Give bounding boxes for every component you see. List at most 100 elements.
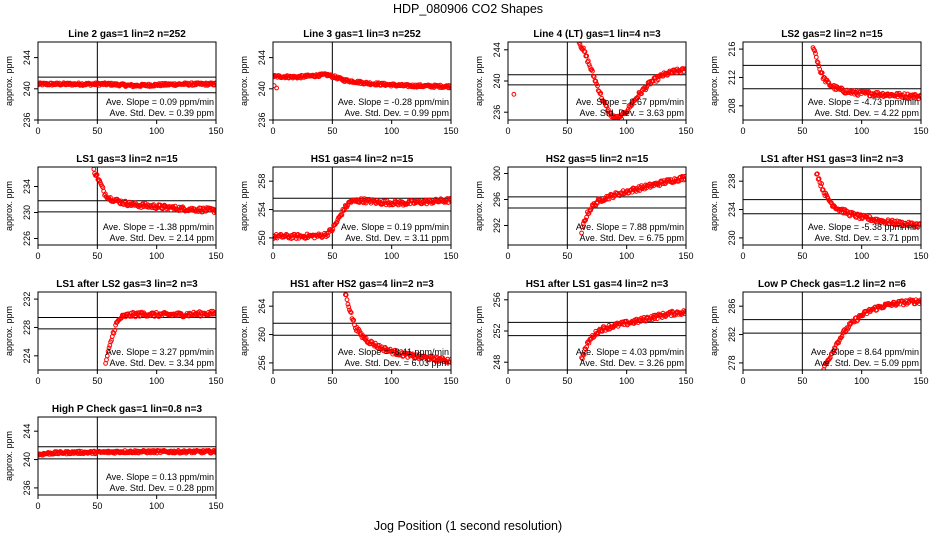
data-points <box>579 174 686 236</box>
data-points <box>810 45 921 102</box>
std-dev-annotation: Ave. Std. Dev. = 6.75 ppm <box>580 233 684 243</box>
data-point <box>836 340 841 346</box>
data-point <box>341 208 347 214</box>
x-tick-label: 150 <box>678 251 693 261</box>
y-tick-label: 208 <box>727 98 737 113</box>
data-point <box>93 173 99 178</box>
plot-frame <box>272 166 452 246</box>
data-point <box>274 85 280 91</box>
y-tick-label: 236 <box>22 112 32 127</box>
panel-title: HS2 gas=5 lin=2 n=15 <box>546 154 649 165</box>
plot-frame <box>742 41 922 121</box>
x-tick-label: 0 <box>270 376 275 386</box>
x-tick-label: 50 <box>562 376 572 386</box>
std-dev-annotation: Ave. Std. Dev. = 2.14 ppm <box>110 233 214 243</box>
y-tick-label: 230 <box>727 230 737 245</box>
panel-title: LS1 after HS1 gas=3 lin=2 n=3 <box>761 154 904 165</box>
x-tick-label: 50 <box>562 126 572 136</box>
slope-annotation: Ave. Slope = 0.67 ppm/min <box>576 97 684 107</box>
plot-frame <box>272 291 452 371</box>
data-point <box>348 310 354 316</box>
data-point <box>392 347 398 353</box>
x-tick-label: 100 <box>619 126 634 136</box>
std-dev-annotation: Ave. Std. Dev. = 3.71 ppm <box>815 233 919 243</box>
data-point <box>112 327 118 333</box>
data-point <box>606 196 612 202</box>
data-point <box>91 167 97 172</box>
chart-panel: Line 4 (LT) gas=1 lin=4 n=3 0 50 100 150 236 2… <box>474 29 694 136</box>
data-point <box>104 357 109 363</box>
slope-annotation: Ave. Slope = -4.73 ppm/min <box>808 97 919 107</box>
slope-annotation: Ave. Slope = -8.41 ppm/min <box>338 347 449 357</box>
chart-panel: LS1 gas=3 lin=2 n=15 0 50 100 150 226 230 234 ap… <box>4 154 224 261</box>
panel-title: High P Check gas=1 lin=0.8 n=3 <box>52 404 203 415</box>
x-tick-label: 100 <box>854 251 869 261</box>
data-point <box>580 356 585 362</box>
y-tick-label: 226 <box>22 231 32 246</box>
x-tick-label: 100 <box>384 126 399 136</box>
y-tick-label: 254 <box>257 202 267 217</box>
y-tick-label: 224 <box>22 348 32 363</box>
x-tick-label: 100 <box>854 126 869 136</box>
std-dev-annotation: Ave. Std. Dev. = 0.28 ppm <box>110 483 214 493</box>
slope-annotation: Ave. Slope = -1.38 ppm/min <box>103 222 214 232</box>
y-tick-label: 244 <box>492 42 502 57</box>
x-tick-label: 150 <box>443 126 458 136</box>
data-point <box>343 292 349 298</box>
y-tick-label: 236 <box>492 105 502 120</box>
data-points <box>38 448 216 458</box>
data-point <box>630 101 635 107</box>
y-axis-label: approx. ppm <box>4 56 14 106</box>
x-tick-label: 150 <box>208 251 223 261</box>
y-tick-label: 234 <box>22 179 32 194</box>
plot-frame <box>37 416 217 496</box>
y-tick-label: 232 <box>22 292 32 307</box>
y-axis-label: approx. ppm <box>4 181 14 231</box>
y-tick-label: 264 <box>257 299 267 314</box>
slope-annotation: Ave. Slope = 0.13 ppm/min <box>106 472 214 482</box>
y-tick-label: 236 <box>22 480 32 495</box>
data-point <box>582 49 588 55</box>
y-tick-label: 234 <box>727 202 737 217</box>
data-point <box>579 230 584 236</box>
data-point <box>818 183 824 189</box>
x-tick-label: 100 <box>854 376 869 386</box>
x-tick-label: 0 <box>740 376 745 386</box>
x-tick-label: 0 <box>270 126 275 136</box>
x-tick-label: 100 <box>619 251 634 261</box>
y-axis-label: approx. ppm <box>709 306 719 356</box>
data-point <box>208 308 214 314</box>
data-point <box>584 344 589 350</box>
data-point <box>855 212 861 218</box>
x-tick-label: 150 <box>913 126 928 136</box>
data-point <box>212 208 216 213</box>
y-tick-label: 240 <box>22 452 32 467</box>
data-point <box>347 199 352 205</box>
panel-title: HS1 after LS1 gas=4 lin=2 n=3 <box>526 279 669 290</box>
data-point <box>342 207 347 213</box>
x-tick-label: 0 <box>35 251 40 261</box>
y-tick-label: 256 <box>492 292 502 307</box>
data-point <box>345 301 351 307</box>
slope-annotation: Ave. Slope = 4.03 ppm/min <box>576 347 684 357</box>
x-tick-label: 0 <box>740 251 745 261</box>
data-point <box>683 176 686 182</box>
chart-panel: Line 2 gas=1 lin=2 n=252 0 50 100 150 236 240 2… <box>4 29 224 136</box>
y-tick-label: 244 <box>22 424 32 439</box>
chart-panel: LS1 after LS2 gas=3 lin=2 n=3 0 50 100 150 22… <box>4 279 224 386</box>
y-tick-label: 300 <box>492 166 502 181</box>
chart-panel: LS2 gas=2 lin=2 n=15 0 50 100 150 208 212 216 ap… <box>709 29 929 136</box>
plot-frame <box>507 166 687 246</box>
plot-frame <box>272 41 452 121</box>
y-tick-label: 228 <box>22 320 32 335</box>
data-point <box>682 174 686 179</box>
plot-frame <box>37 166 217 246</box>
y-tick-label: 240 <box>257 81 267 96</box>
y-tick-label: 256 <box>257 355 267 370</box>
data-point <box>582 218 588 224</box>
data-point <box>813 54 819 60</box>
chart-panel: LS1 after HS1 gas=3 lin=2 n=3 0 50 100 150 23… <box>709 154 929 261</box>
data-point <box>585 211 591 217</box>
data-point <box>615 113 621 119</box>
x-tick-label: 50 <box>92 501 102 511</box>
